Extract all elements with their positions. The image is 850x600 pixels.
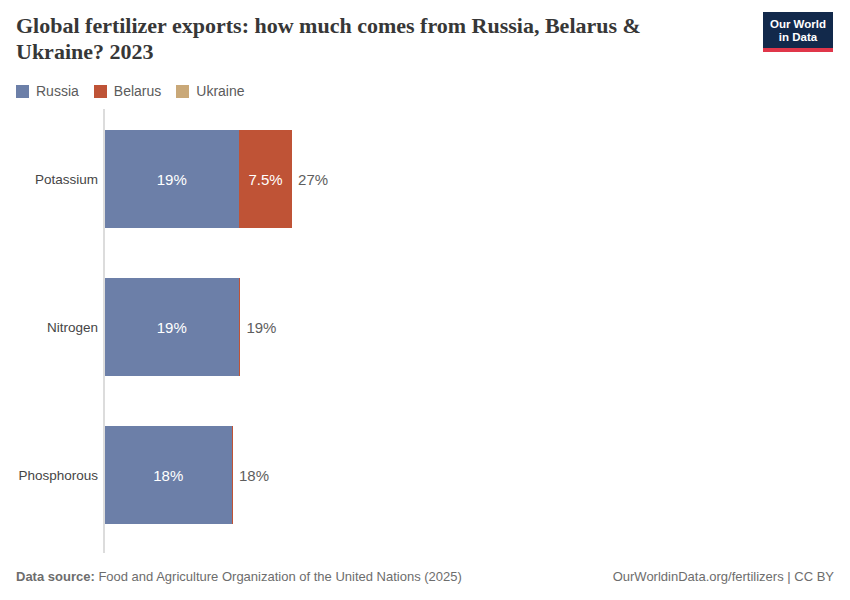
total-label: 27% bbox=[298, 171, 328, 188]
logo-line1: Our World bbox=[770, 18, 826, 31]
data-source-label: Data source: bbox=[16, 569, 95, 584]
chart-row: Phosphorous 18% 18% bbox=[0, 426, 850, 524]
chart-title: Global fertilizer exports: how much come… bbox=[16, 13, 706, 65]
bar-nitrogen[interactable]: 19% 19% bbox=[105, 278, 277, 376]
segment-value-label: 19% bbox=[157, 171, 187, 188]
owid-logo[interactable]: Our World in Data bbox=[763, 12, 833, 52]
attribution-link[interactable]: OurWorldinData.org/fertilizers | CC BY bbox=[613, 569, 834, 584]
segment-value-label: 19% bbox=[157, 319, 187, 336]
total-label: 19% bbox=[246, 319, 276, 336]
legend: Russia Belarus Ukraine bbox=[16, 83, 245, 99]
chart-page: Global fertilizer exports: how much come… bbox=[0, 0, 850, 600]
bar-phosphorous[interactable]: 18% 18% bbox=[105, 426, 270, 524]
footer: Data source: Food and Agriculture Organi… bbox=[16, 569, 834, 584]
bar-potassium[interactable]: 19% 7.5% 27% bbox=[105, 130, 329, 228]
legend-swatch bbox=[16, 85, 29, 98]
legend-item-ukraine[interactable]: Ukraine bbox=[176, 83, 244, 99]
legend-label: Belarus bbox=[114, 83, 161, 99]
bar-segment-belarus[interactable]: 7.5% bbox=[239, 130, 292, 228]
category-label: Potassium bbox=[0, 130, 98, 228]
logo-line2: in Data bbox=[770, 31, 826, 44]
bar-segment-belarus[interactable] bbox=[232, 426, 233, 524]
category-label: Nitrogen bbox=[0, 278, 98, 376]
bar-segment-belarus[interactable] bbox=[239, 278, 240, 376]
bar-segment-russia[interactable]: 19% bbox=[105, 130, 240, 228]
total-label: 18% bbox=[239, 467, 269, 484]
legend-swatch bbox=[176, 85, 189, 98]
bar-segment-russia[interactable]: 19% bbox=[105, 278, 240, 376]
bar-segment-russia[interactable]: 18% bbox=[105, 426, 232, 524]
data-source: Data source: Food and Agriculture Organi… bbox=[16, 569, 462, 584]
chart-row: Nitrogen 19% 19% bbox=[0, 278, 850, 376]
chart-area: Potassium 19% 7.5% 27% Nitrogen 19% 19% Phospho… bbox=[0, 109, 850, 553]
data-source-text: Food and Agriculture Organization of the… bbox=[98, 569, 462, 584]
legend-item-russia[interactable]: Russia bbox=[16, 83, 79, 99]
chart-row: Potassium 19% 7.5% 27% bbox=[0, 130, 850, 228]
segment-value-label: 7.5% bbox=[248, 171, 282, 188]
legend-label: Russia bbox=[36, 83, 79, 99]
legend-swatch bbox=[94, 85, 107, 98]
legend-label: Ukraine bbox=[196, 83, 244, 99]
segment-value-label: 18% bbox=[153, 467, 183, 484]
category-label: Phosphorous bbox=[0, 426, 98, 524]
legend-item-belarus[interactable]: Belarus bbox=[94, 83, 161, 99]
